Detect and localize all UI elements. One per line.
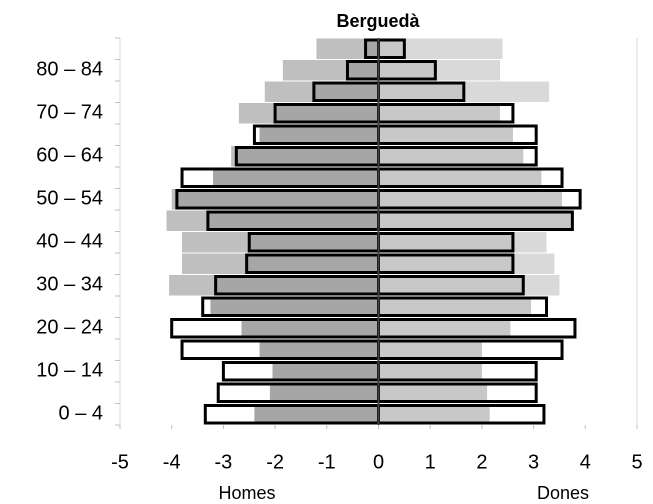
y-tick-label: 60 – 64 — [36, 145, 103, 167]
bar-overlap — [210, 296, 379, 317]
bar-overlap — [378, 361, 482, 382]
bar-overlap — [313, 81, 379, 102]
bar-overlap — [378, 253, 513, 274]
bar-overlap — [215, 275, 379, 296]
y-tick-label: 10 – 14 — [36, 360, 103, 382]
bar-overlap — [378, 296, 532, 317]
bar-overlap — [259, 124, 379, 145]
bar-overlap — [378, 146, 524, 167]
bar-overlap — [378, 210, 573, 231]
y-tick-label: 40 – 44 — [36, 231, 103, 253]
bar-overlap — [246, 253, 379, 274]
x-axis-label-left: Homes — [218, 483, 275, 503]
bar-overlap — [236, 146, 379, 167]
bar-overlap — [378, 404, 490, 425]
y-tick-label: 80 – 84 — [36, 59, 103, 81]
chart-title: Berguedà — [336, 11, 420, 31]
bar-overlap — [378, 232, 513, 253]
y-tick-label: 50 – 54 — [36, 188, 103, 210]
bar-overlap — [378, 124, 513, 145]
bar-overlap — [365, 38, 379, 59]
bar-overlap — [378, 38, 405, 59]
bar-overlap — [378, 382, 488, 403]
bar-overlap — [378, 60, 436, 81]
bar-overlap — [213, 167, 379, 188]
bar-overlap — [378, 275, 524, 296]
bar — [316, 38, 379, 59]
y-tick-label: 20 – 24 — [36, 317, 103, 339]
x-tick-label: 3 — [528, 451, 539, 473]
bar-overlap — [378, 81, 464, 102]
bar-overlap — [378, 103, 500, 124]
x-tick-label: 1 — [425, 451, 436, 473]
y-tick-label: 30 – 34 — [36, 274, 103, 296]
x-tick-label: -4 — [163, 451, 181, 473]
bar-overlap — [249, 232, 379, 253]
bar-overlap — [378, 189, 563, 210]
x-tick-label: -1 — [318, 451, 336, 473]
x-axis-label-right: Dones — [537, 483, 589, 503]
y-tick-label: 70 – 74 — [36, 102, 103, 124]
x-tick-label: 2 — [476, 451, 487, 473]
bar-overlap — [275, 103, 379, 124]
bar-overlap — [272, 361, 379, 382]
x-tick-label: 0 — [373, 451, 384, 473]
x-tick-label: 4 — [580, 451, 591, 473]
bar-overlap — [259, 339, 379, 360]
bar-overlap — [378, 339, 482, 360]
bar-overlap — [207, 210, 379, 231]
bar-overlap — [347, 60, 379, 81]
x-tick-label: -3 — [215, 451, 233, 473]
bar-overlap — [378, 318, 511, 339]
bar-overlap — [254, 404, 379, 425]
x-tick-label: 5 — [631, 451, 642, 473]
bar — [378, 38, 503, 59]
bar-overlap — [269, 382, 379, 403]
bar-overlap — [378, 167, 542, 188]
x-tick-label: -5 — [111, 451, 129, 473]
bar-overlap — [241, 318, 379, 339]
bar-overlap — [176, 189, 379, 210]
y-tick-label: 0 – 4 — [59, 403, 103, 425]
x-tick-label: -2 — [266, 451, 284, 473]
